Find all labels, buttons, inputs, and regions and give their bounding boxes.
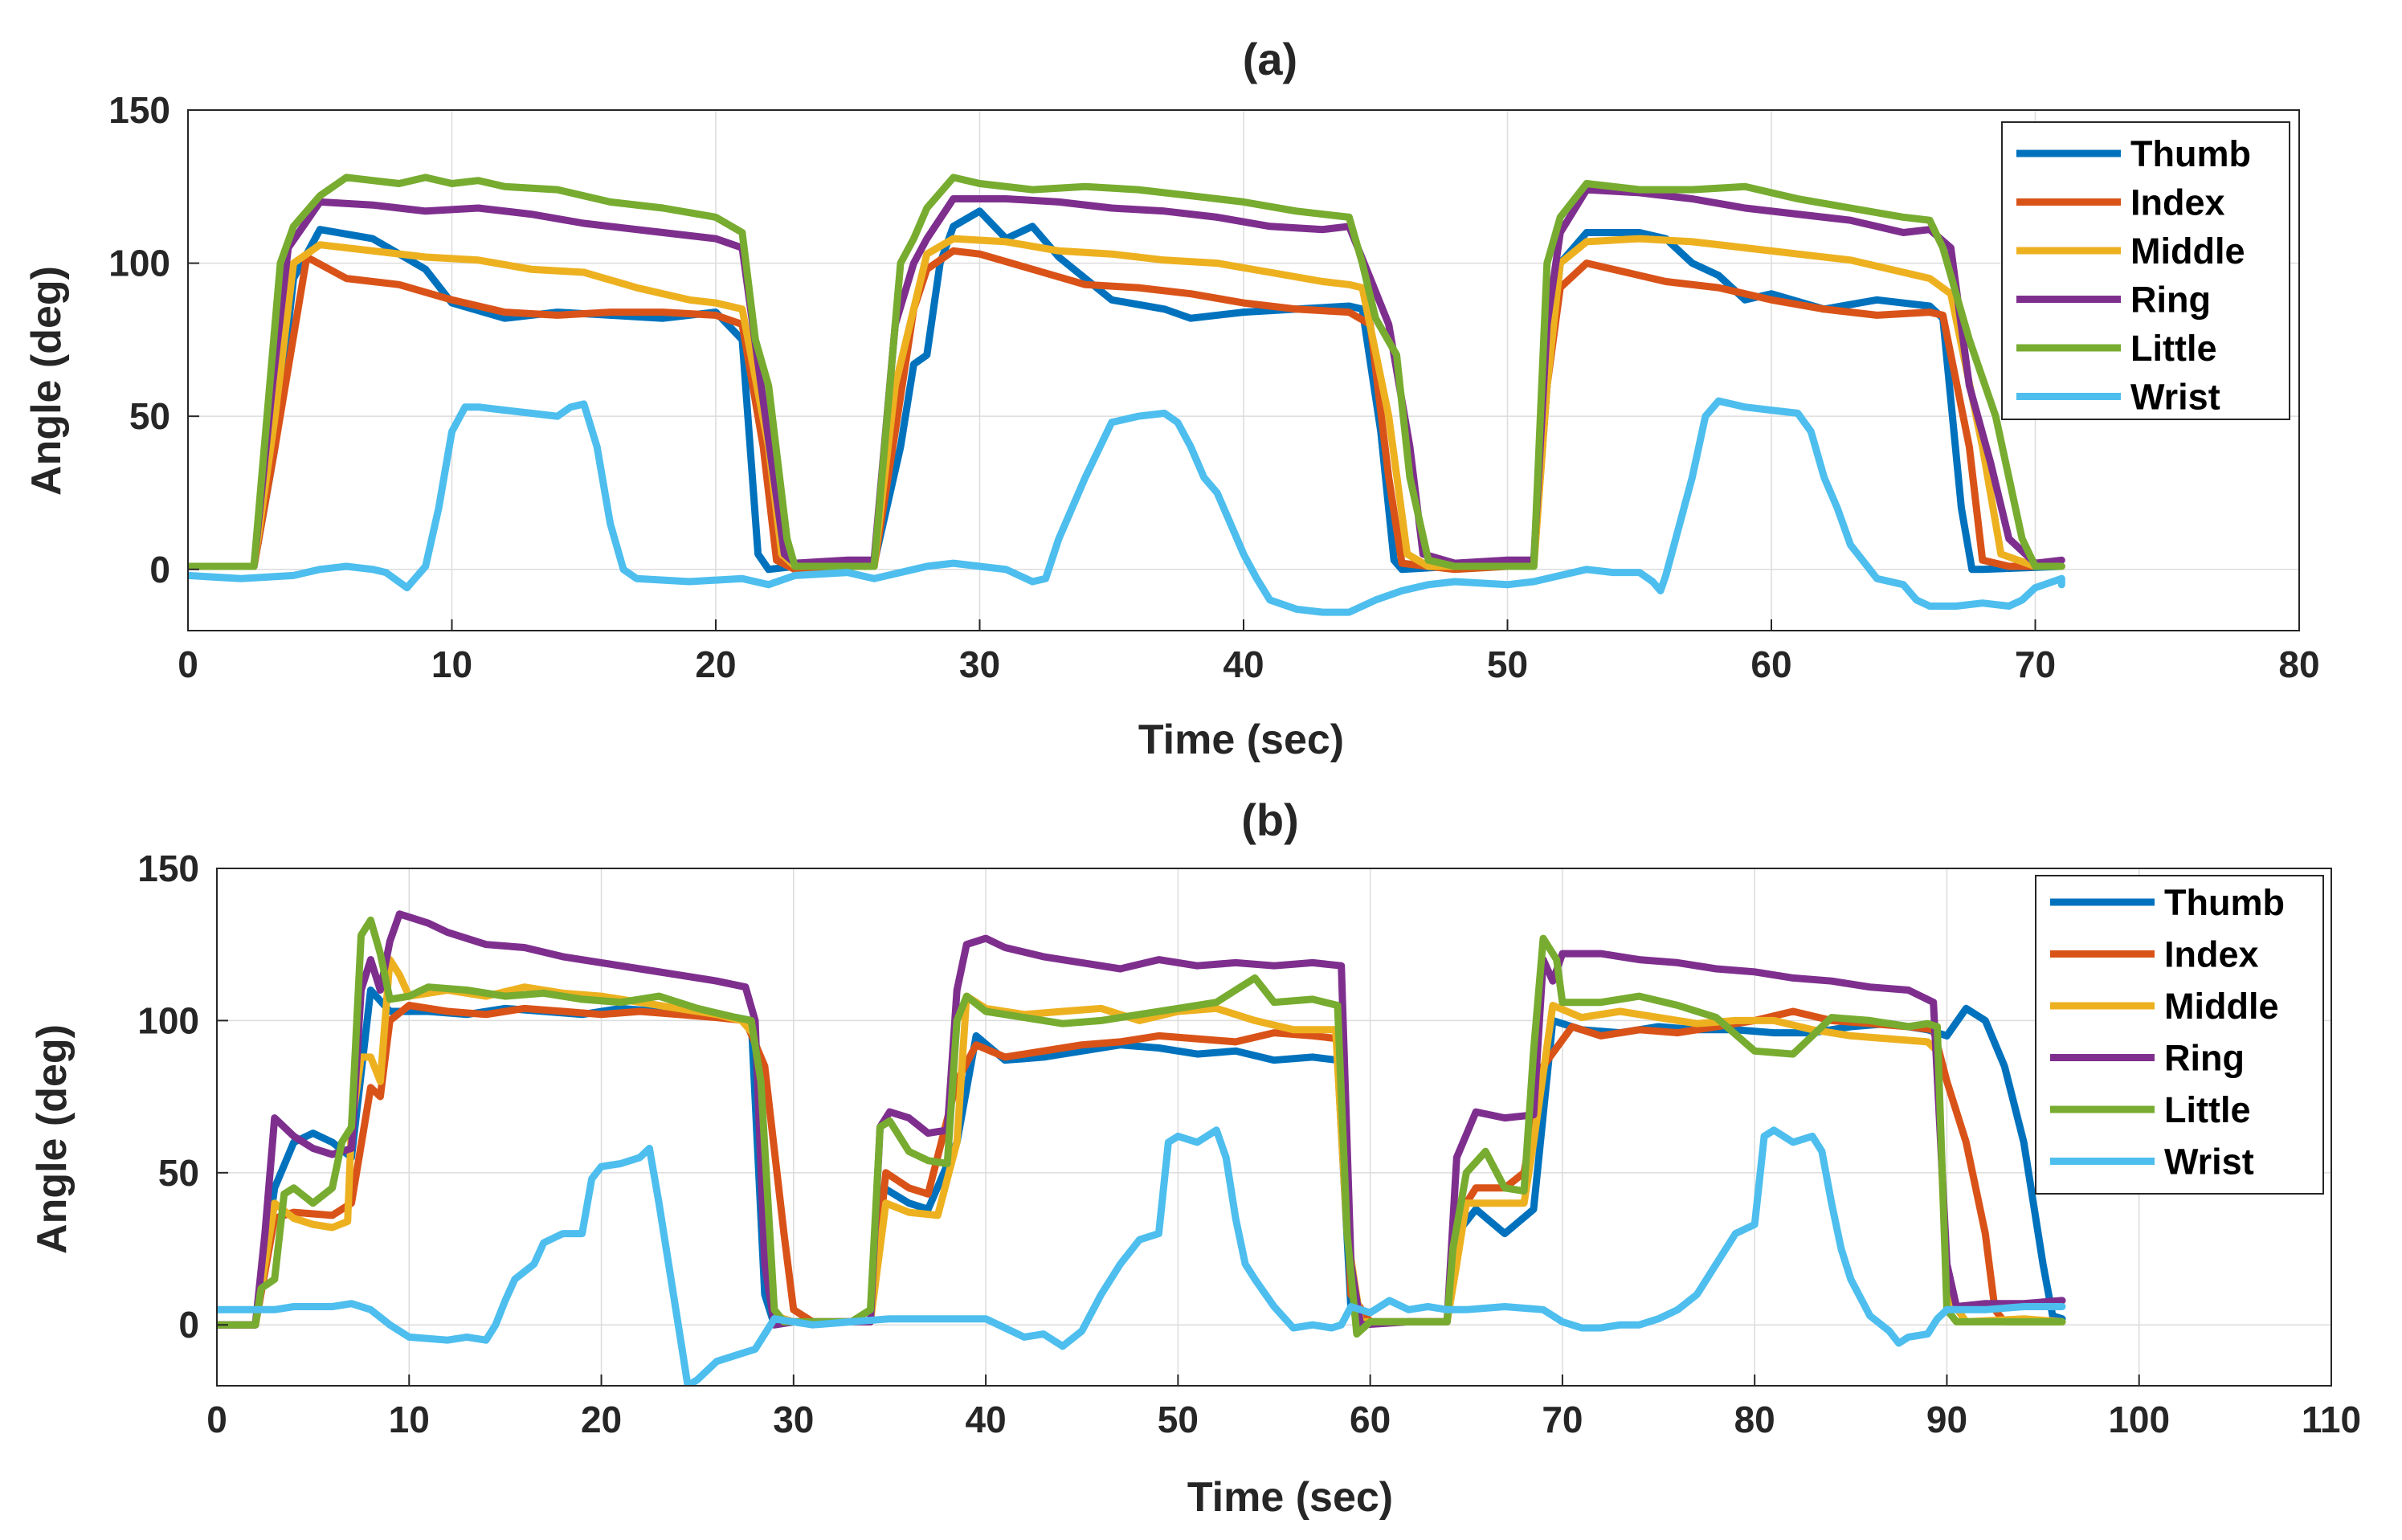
legend-label: Index bbox=[2130, 182, 2225, 223]
legend-box bbox=[2001, 121, 2290, 420]
legend: Thumb Index Middle Ring Little Wrist bbox=[2001, 121, 2290, 420]
series-layer bbox=[188, 174, 2065, 616]
series-line-wrist bbox=[217, 1126, 2066, 1386]
x-axis-label: Time (sec) bbox=[1138, 717, 1344, 763]
y-tick-label: 50 bbox=[158, 1152, 199, 1194]
x-tick-labels: 0 10 20 30 40 50 60 70 80 bbox=[178, 619, 2320, 685]
x-tick-labels: 0 10 20 30 40 50 60 70 80 90 100 110 bbox=[206, 1375, 2361, 1440]
chart-a: (a) Time (sec) Angle (deg) 0 10 20 30 40 50 60… bbox=[23, 34, 2320, 763]
x-tick-label: 40 bbox=[966, 1399, 1007, 1440]
y-tick-labels: 0 50 100 150 bbox=[108, 89, 199, 590]
x-tick-label: 100 bbox=[2108, 1399, 2170, 1440]
series-line-ring bbox=[217, 910, 2066, 1329]
x-tick-label: 70 bbox=[2015, 643, 2056, 685]
legend-label: Thumb bbox=[2130, 133, 2251, 174]
legend-label: Little bbox=[2164, 1089, 2251, 1130]
legend-label: Middle bbox=[2130, 231, 2245, 272]
series-line-little bbox=[217, 916, 2066, 1338]
x-tick-label: 80 bbox=[2278, 643, 2319, 685]
y-tick-label: 100 bbox=[137, 999, 199, 1041]
plot-frame bbox=[216, 868, 2332, 1387]
chart-title: (b) bbox=[1241, 795, 1299, 845]
x-tick-label: 60 bbox=[1750, 643, 1791, 685]
y-axis-label: Angle (deg) bbox=[23, 266, 70, 496]
x-tick-label: 30 bbox=[773, 1399, 814, 1440]
x-tick-label: 20 bbox=[581, 1399, 622, 1440]
x-tick-label: 0 bbox=[206, 1399, 227, 1440]
series-layer bbox=[217, 910, 2066, 1386]
x-tick-label: 110 bbox=[2302, 1399, 2361, 1440]
y-tick-label: 0 bbox=[178, 1304, 199, 1346]
x-tick-label: 10 bbox=[389, 1399, 430, 1440]
x-tick-label: 0 bbox=[178, 643, 198, 685]
y-tick-label: 150 bbox=[137, 848, 199, 889]
series-line-wrist bbox=[188, 397, 2065, 616]
x-tick-label: 10 bbox=[431, 643, 472, 685]
y-tick-label: 150 bbox=[108, 89, 170, 131]
legend-label: Ring bbox=[2164, 1038, 2245, 1079]
series-line-index bbox=[188, 247, 2065, 574]
x-axis-label: Time (sec) bbox=[1187, 1474, 1393, 1521]
legend: Thumb Index Middle Ring Little Wrist bbox=[2035, 875, 2324, 1195]
x-tick-label: 90 bbox=[1926, 1399, 1967, 1440]
legend-box bbox=[2035, 875, 2324, 1195]
y-tick-label: 100 bbox=[108, 243, 170, 284]
chart-b: (b) Time (sec) Angle (deg) 0 10 20 30 40 50 60… bbox=[29, 795, 2361, 1521]
x-tick-label: 30 bbox=[959, 643, 1000, 685]
legend-label: Wrist bbox=[2130, 377, 2220, 418]
x-tick-label: 20 bbox=[695, 643, 736, 685]
x-tick-label: 80 bbox=[1734, 1399, 1775, 1440]
legend-label: Thumb bbox=[2164, 882, 2285, 923]
x-tick-label: 50 bbox=[1158, 1399, 1199, 1440]
legend-label: Middle bbox=[2164, 986, 2279, 1027]
chart-title: (a) bbox=[1243, 34, 1297, 84]
x-tick-label: 60 bbox=[1350, 1399, 1391, 1440]
legend-label: Ring bbox=[2130, 280, 2211, 321]
x-tick-label: 50 bbox=[1487, 643, 1528, 685]
y-tick-label: 0 bbox=[149, 549, 170, 590]
y-axis-label: Angle (deg) bbox=[29, 1024, 76, 1254]
legend-label: Index bbox=[2164, 934, 2259, 975]
series-line-middle bbox=[188, 235, 2065, 570]
y-tick-label: 50 bbox=[129, 395, 170, 437]
legend-label: Wrist bbox=[2164, 1142, 2254, 1183]
series-line-ring bbox=[188, 186, 2065, 570]
legend-label: Little bbox=[2130, 328, 2217, 369]
x-tick-label: 40 bbox=[1223, 643, 1264, 685]
y-tick-labels: 0 50 100 150 bbox=[137, 848, 228, 1346]
series-line-little bbox=[188, 174, 2065, 570]
x-tick-label: 70 bbox=[1542, 1399, 1583, 1440]
